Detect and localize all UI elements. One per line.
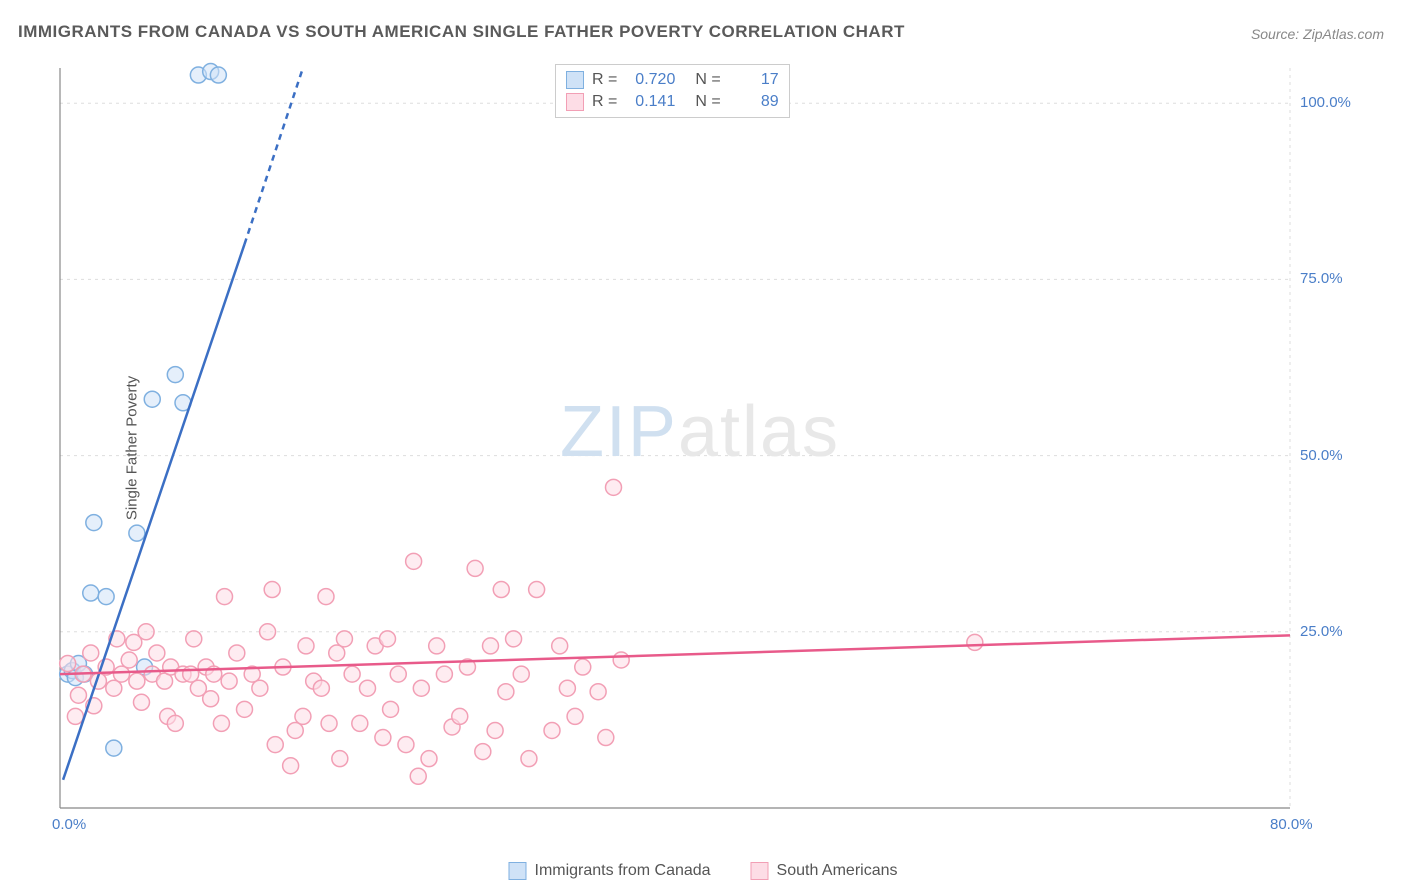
legend-row-canada: R = 0.720 N = 17 bbox=[566, 69, 779, 91]
source-label: Source: ZipAtlas.com bbox=[1251, 26, 1384, 42]
y-tick-label: 75.0% bbox=[1300, 270, 1343, 287]
y-axis-label: Single Father Poverty bbox=[124, 376, 141, 520]
swatch-canada bbox=[566, 71, 584, 89]
series-legend: Immigrants from Canada South Americans bbox=[508, 862, 897, 880]
x-tick-label: 80.0% bbox=[1270, 816, 1313, 833]
chart-area: Single Father Poverty ZIPatlas bbox=[50, 58, 1350, 838]
legend-item-southam: South Americans bbox=[751, 862, 898, 880]
swatch-southam bbox=[566, 93, 584, 111]
chart-title: IMMIGRANTS FROM CANADA VS SOUTH AMERICAN… bbox=[18, 22, 905, 42]
legend-item-canada: Immigrants from Canada bbox=[508, 862, 710, 880]
swatch-canada-icon bbox=[508, 862, 526, 880]
x-tick-label: 0.0% bbox=[52, 816, 86, 833]
swatch-southam-icon bbox=[751, 862, 769, 880]
legend-row-southam: R = 0.141 N = 89 bbox=[566, 91, 779, 113]
correlation-legend: R = 0.720 N = 17 R = 0.141 N = 89 bbox=[555, 64, 790, 118]
y-tick-label: 100.0% bbox=[1300, 94, 1351, 111]
scatter-plot bbox=[50, 58, 1350, 838]
y-tick-label: 25.0% bbox=[1300, 623, 1343, 640]
y-tick-label: 50.0% bbox=[1300, 447, 1343, 464]
